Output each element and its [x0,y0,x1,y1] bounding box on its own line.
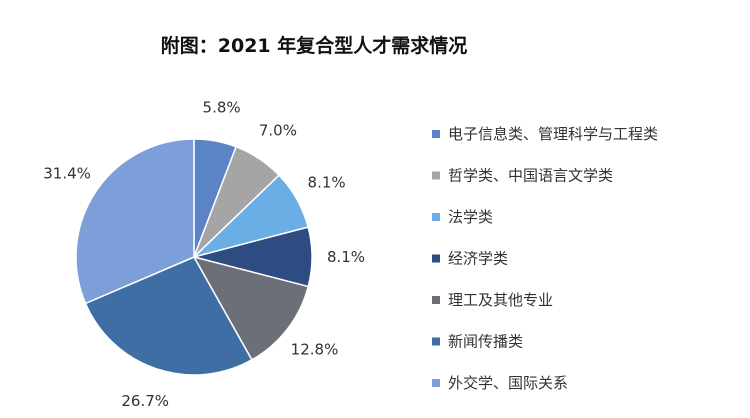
legend-label: 法学类 [448,208,493,226]
legend-label: 外交学、国际关系 [448,374,568,392]
legend-label: 理工及其他专业 [448,291,553,309]
legend-swatch [432,130,440,138]
pie-slices [75,138,313,376]
pie-slice [75,138,195,305]
legend-swatch [432,379,440,387]
legend-label: 新闻传播类 [448,333,523,351]
legend-label: 哲学类、中国语言文学类 [448,167,613,185]
data-label: 8.1% [308,174,346,192]
data-label: 26.7% [121,392,169,410]
data-label: 12.8% [291,341,339,359]
data-label: 8.1% [327,248,365,266]
legend: 电子信息类、管理科学与工程类哲学类、中国语言文学类法学类经济学类理工及其他专业新… [432,125,658,392]
pie-slice [192,255,310,361]
legend-swatch [432,337,440,346]
legend-label: 电子信息类、管理科学与工程类 [448,125,658,143]
chart-title: 附图：2021 年复合型人才需求情况 [161,34,468,57]
data-label: 5.8% [203,99,241,117]
pie-slice [84,256,253,376]
data-label: 31.4% [43,164,91,182]
legend-swatch [432,296,440,304]
legend-label: 经济学类 [448,250,508,268]
data-label: 7.0% [259,121,297,139]
legend-swatch [432,171,440,180]
pie-data-labels: 5.8% 7.0% 8.1% 8.1% 12.8% 26.7% 31.4% [43,99,365,410]
legend-swatch [432,254,440,263]
legend-swatch [432,213,440,221]
